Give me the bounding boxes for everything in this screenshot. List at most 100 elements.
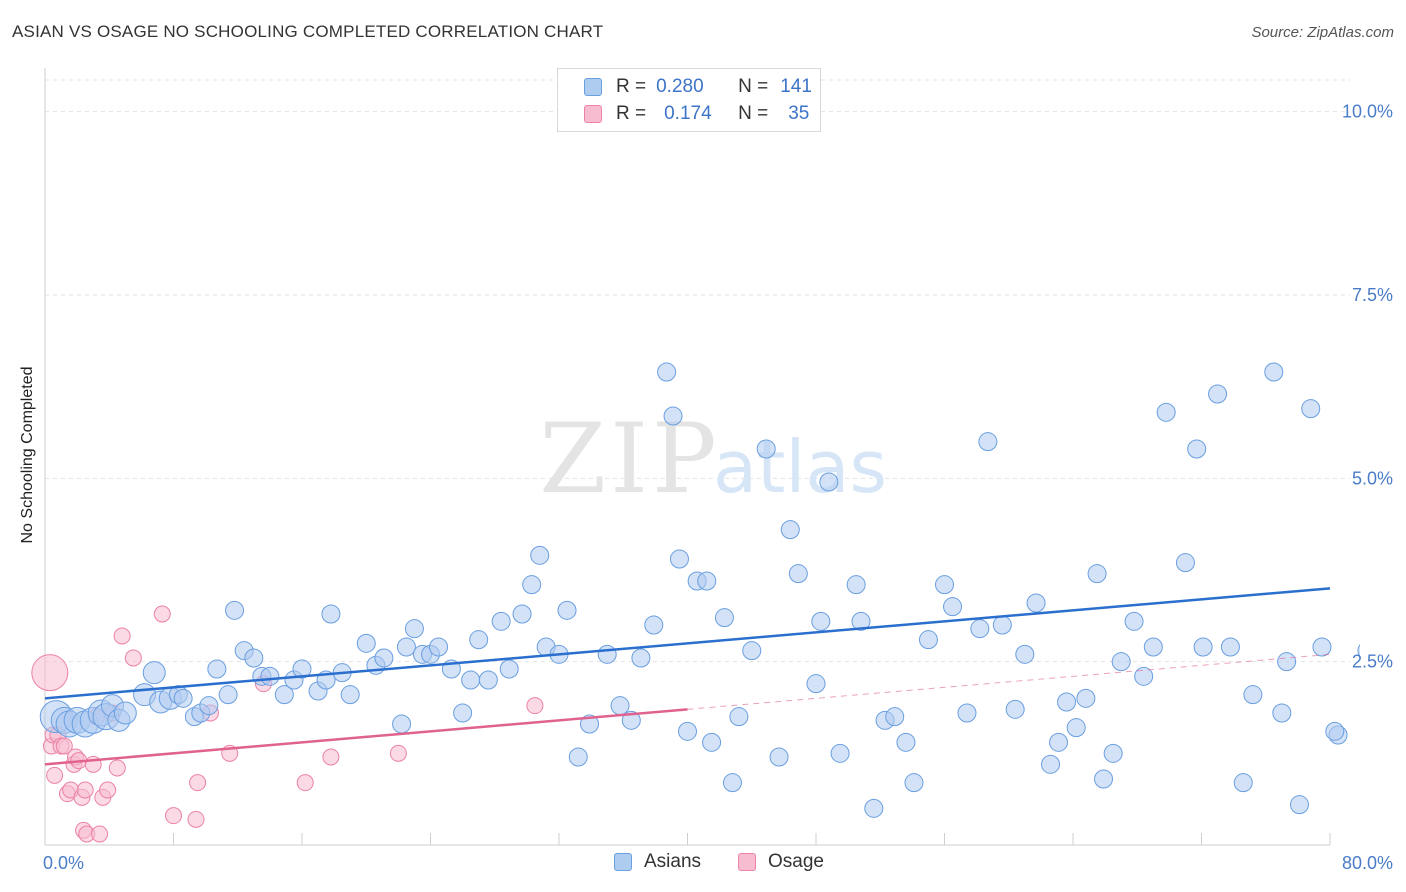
asian-point [340,685,360,705]
osage-point [113,627,131,645]
bottom-legend-asians: Asians [614,851,701,873]
asian-point [722,773,742,793]
asian-point [918,630,938,650]
asian-point [678,721,697,741]
osage-point [124,649,142,667]
bottom-legend-swatch-asians [614,853,632,871]
bottom-legend-label-osage: Osage [768,851,824,872]
asian-point [491,611,511,631]
asian-point [1187,439,1207,459]
osage-point [189,774,207,792]
asian-point [978,432,998,452]
asian-trend-line [44,587,1331,700]
asian-point [1392,319,1406,337]
x-tick-label-max: 80.0% [1342,853,1393,873]
asian-point [1208,384,1228,404]
asian-point [478,670,498,690]
asian-point [1134,666,1154,686]
asian-point [1103,743,1123,763]
asian-point [225,600,245,620]
asian-point [461,670,481,690]
asian-point [404,619,424,639]
osage-trend-line [44,708,688,766]
asian-point [1087,564,1107,584]
osage-point [526,697,544,715]
asian-point [1193,637,1213,657]
asian-point [885,707,905,727]
asian-point [1289,795,1309,815]
asian-point [392,714,412,734]
asian-point [644,615,664,635]
asian-point [530,545,550,565]
asian-point [568,747,588,767]
bottom-legend-osage: Osage [738,851,824,873]
asian-point [1049,732,1069,752]
bottom-legend-swatch-osage [738,853,756,871]
asian-point [943,597,963,617]
asian-point [1094,769,1114,789]
asian-point [396,637,416,657]
legend-row-asians: R = 0.280 N = 141 [584,74,812,100]
asian-point [1325,721,1345,741]
asian-point [1277,652,1297,672]
asian-point [1220,637,1240,657]
asian-point [1301,399,1321,419]
asian-point [1041,754,1061,774]
osage-point [31,654,69,692]
asian-point [321,604,341,624]
asian-point [1243,685,1263,705]
legend-osage-n-label: N = [738,103,769,124]
asian-point [1272,703,1292,723]
asian-point [788,564,808,584]
asian-point [1264,362,1284,382]
correlation-legend: R = 0.280 N = 141 R = 0.174 N = 35 [557,68,821,132]
asian-point [851,611,871,631]
osage-point [76,781,94,799]
asian-point [697,571,717,591]
asian-point [806,674,826,694]
asian-point [207,659,227,679]
asian-point [714,608,734,628]
legend-osage-r-label: R = [616,103,647,124]
asian-point [631,648,651,668]
asian-point [1076,688,1096,708]
asian-point [244,648,264,668]
asian-point [274,685,294,705]
asian-point [610,696,630,716]
asian-point [729,707,749,727]
bottom-legend-label-asians: Asians [644,851,702,872]
asian-point [970,619,990,639]
watermark-atlas: atlas [713,425,887,509]
asian-point [453,703,473,723]
asian-point [1369,304,1387,322]
asian-point [1143,637,1163,657]
asian-point [597,644,617,664]
asian-point [356,633,376,653]
asian-point [292,659,312,679]
legend-swatch-osage [584,105,602,123]
asian-point [780,520,800,540]
asian-point [1026,593,1046,613]
chart-title: ASIAN VS OSAGE NO SCHOOLING COMPLETED CO… [12,22,604,41]
osage-point [296,774,314,792]
asian-point [580,714,600,734]
x-tick-label-min: 0.0% [43,853,84,873]
asian-point [557,600,577,620]
osage-point [389,744,407,762]
asian-point [811,611,831,631]
asian-point [199,696,219,716]
asian-point [499,659,519,679]
asian-point [669,549,689,569]
asian-point [173,688,193,708]
asian-point [1357,644,1360,658]
legend-osage-r-value: 0.174 [664,103,712,124]
legend-asians-r-value: 0.280 [656,76,704,97]
osage-point [91,825,109,843]
asian-point [1312,637,1332,657]
asian-point [429,637,449,657]
asian-point [864,798,884,818]
asian-point [1175,553,1195,573]
osage-point [46,766,64,784]
asian-point [113,701,137,725]
